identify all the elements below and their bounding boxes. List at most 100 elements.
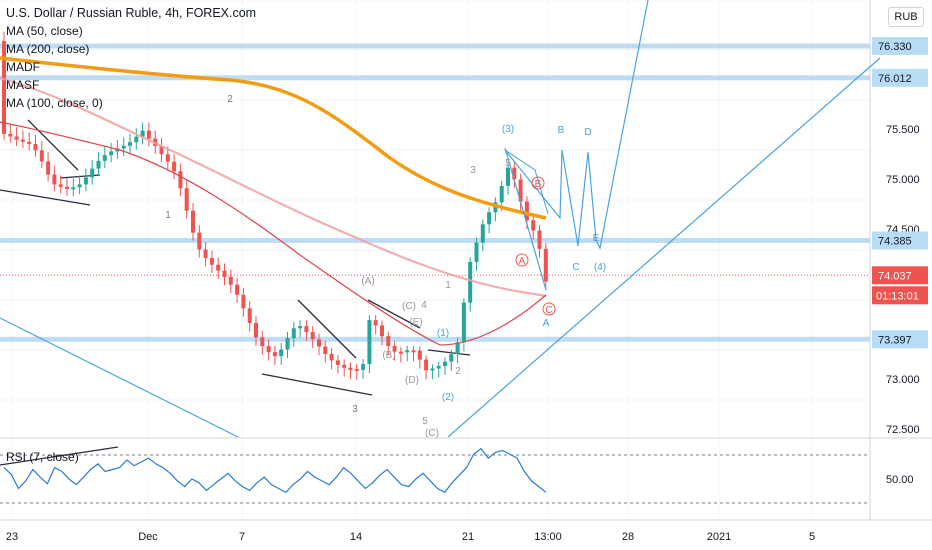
candle-body [279,349,284,357]
candle-body [254,322,258,338]
candle-body [386,336,391,346]
time-tick-label: 2021 [707,531,731,543]
wave-label: (B) [382,350,395,361]
horizontal-levels [0,43,870,342]
time-tick-label: 21 [462,531,474,543]
candle-body [209,258,214,265]
trend-line-support [447,57,881,438]
candle-body [33,143,38,151]
candle-body [121,145,126,149]
legend-masf[interactable]: MASF [6,78,40,92]
candle-body [109,151,114,156]
candle-body [405,350,410,353]
candle-body [159,146,164,155]
candles [2,31,548,380]
candle-body [46,161,51,175]
candle-body [247,308,252,323]
candle-body [411,350,416,353]
price-axis[interactable]: 78.00077.50075.50075.00074.50073.00072.5… [872,0,928,436]
level-tag-label: 76.012 [878,73,912,85]
candle-body [537,230,542,249]
candle-body [543,248,548,282]
level-tag-label: 76.330 [878,41,912,53]
candle-body [499,185,504,203]
candle-body [77,184,82,188]
candle-body [8,133,13,137]
wave-label: (E) [409,317,422,328]
candle-body [140,130,145,137]
wave-label: 1 [445,280,451,291]
candle-body [235,284,240,295]
wave-label: 2 [227,94,233,105]
rsi-trend-line [0,446,119,466]
candle-body [222,270,227,277]
candle-body [398,351,403,354]
level-tag [872,37,928,55]
wave-label: 3 [470,165,476,176]
candle-body [146,130,151,139]
candle-body [354,368,359,371]
level-line [0,43,870,49]
candle-body [71,187,76,190]
wave-label: (D) [405,375,419,386]
current-price-tag [872,266,928,285]
time-tick-label: 14 [350,531,362,543]
legend-ma-50[interactable]: MA (50, close) [6,24,83,38]
candle-body [165,154,170,162]
symbol-title[interactable]: U.S. Dollar / Russian Ruble, 4h, FOREX.c… [6,6,257,20]
ma-50-line [0,121,547,346]
wave-labels: 213(A)(B)(C)(D)(E)45(C)(1)(2)213(3)5B DEC… [165,94,606,439]
candle-body [323,346,328,354]
candle-body [39,150,44,162]
time-tick-label: 23 [6,531,18,543]
candle-body [2,41,6,134]
candle-body [191,210,195,233]
wave-label: C [545,305,552,316]
pattern-line [0,189,91,206]
candle-body [203,249,208,259]
pattern-line [427,349,471,356]
candle-body [58,184,63,187]
wave-label: (1) [437,328,449,339]
currency-button[interactable]: RUB [888,7,924,27]
pattern-line [297,299,357,359]
wave-down-leg [504,147,547,291]
legend-ma-100[interactable]: MA (100, close, 0) [6,96,103,110]
time-tick-label: Dec [138,531,158,543]
legend-ma-200[interactable]: MA (200, close) [6,42,90,56]
candle-body [518,179,523,202]
candle-body [178,171,183,189]
candle-body [298,326,303,329]
candle-body [373,320,378,326]
wave-label-circle [531,176,545,190]
time-tick-label: 28 [622,531,634,543]
candle-body [96,160,101,169]
candle-body [304,326,309,333]
wave-label-circle [515,253,529,267]
rsi-line [3,447,547,494]
candle-body [461,302,466,343]
time-axis[interactable]: 23 Dec 7 14 21 13:00 28 2021 5 [6,531,815,543]
wave-label: (A) [361,276,374,287]
candle-body [361,364,366,370]
level-tag-label: 73.397 [878,334,912,346]
candle-body [310,332,315,340]
candle-body [443,361,447,366]
rsi-indicator-label[interactable]: RSI (7, close) [6,450,79,464]
wave-label: A [543,318,550,329]
legend-madf[interactable]: MADF [6,60,40,74]
candle-body [260,337,265,347]
pattern-line [367,299,421,329]
wave-label: A [519,256,526,267]
candle-body [506,167,510,186]
wave-label: E [593,233,600,244]
wave-label: B [558,125,565,136]
trend-lines [0,57,881,438]
level-line [0,238,870,243]
candle-body [380,325,384,337]
countdown-tag [872,286,928,305]
candle-body [342,364,347,368]
level-line [0,336,870,342]
candle-body [228,276,233,285]
